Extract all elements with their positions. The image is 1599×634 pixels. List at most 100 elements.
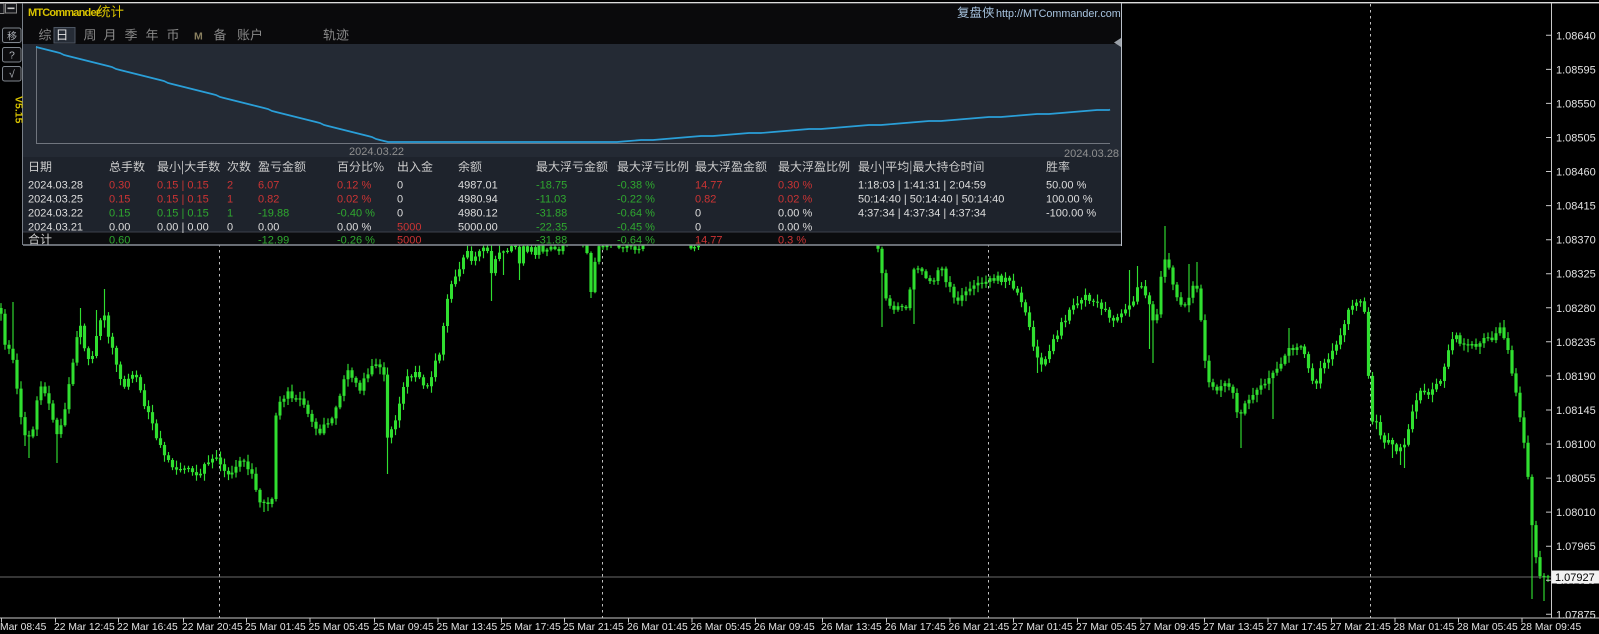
svg-text:0.00: 0.00: [258, 222, 279, 234]
svg-text:26 Mar 17:45: 26 Mar 17:45: [885, 622, 946, 633]
svg-text:4:37:34 | 4:37:34 | 4:37:34: 4:37:34 | 4:37:34 | 4:37:34: [858, 208, 986, 220]
svg-text:27 Mar 21:45: 27 Mar 21:45: [1330, 622, 1391, 633]
svg-text:1.08460: 1.08460: [1556, 167, 1596, 179]
svg-text:0.00 %: 0.00 %: [778, 208, 812, 220]
svg-text:0.00 %: 0.00 %: [337, 222, 371, 234]
svg-text:0.12 %: 0.12 %: [337, 180, 371, 192]
svg-text:2024.03.28: 2024.03.28: [1064, 148, 1119, 160]
svg-text:5000: 5000: [397, 222, 421, 234]
svg-text:0.00: 0.00: [109, 222, 130, 234]
svg-text:28 Mar 01:45: 28 Mar 01:45: [1394, 622, 1455, 633]
svg-text:4987.01: 4987.01: [458, 180, 498, 192]
svg-text:V5.15: V5.15: [13, 96, 25, 124]
svg-text:√: √: [9, 69, 15, 81]
svg-text:M: M: [194, 31, 203, 43]
svg-text:2024.03.21: 2024.03.21: [28, 222, 83, 234]
svg-text:-0.64 %: -0.64 %: [617, 235, 655, 247]
svg-text:1:18:03 | 1:41:31 | 2:04:59: 1:18:03 | 1:41:31 | 2:04:59: [858, 180, 986, 192]
svg-text:22 Mar 16:45: 22 Mar 16:45: [117, 622, 178, 633]
svg-text:1.08055: 1.08055: [1556, 473, 1596, 485]
svg-text:-22.35: -22.35: [536, 222, 567, 234]
svg-text:1.08640: 1.08640: [1556, 30, 1596, 42]
svg-text:0: 0: [695, 208, 701, 220]
svg-text:26 Mar 21:45: 26 Mar 21:45: [949, 622, 1010, 633]
svg-text:25 Mar 21:45: 25 Mar 21:45: [563, 622, 624, 633]
svg-text:-0.64 %: -0.64 %: [617, 208, 655, 220]
svg-text:25 Mar 05:45: 25 Mar 05:45: [309, 622, 370, 633]
svg-text:1.08325: 1.08325: [1556, 269, 1596, 281]
svg-text:0.02 %: 0.02 %: [778, 194, 812, 206]
svg-text:2024.03.22: 2024.03.22: [28, 208, 83, 220]
svg-text:Mar 08:45: Mar 08:45: [0, 622, 47, 633]
svg-text:0.30 %: 0.30 %: [778, 180, 812, 192]
svg-text:1.08100: 1.08100: [1556, 439, 1596, 451]
svg-text:0: 0: [695, 222, 701, 234]
svg-text:1.07965: 1.07965: [1556, 541, 1596, 553]
svg-text:0.15 | 0.15: 0.15 | 0.15: [157, 194, 209, 206]
svg-text:-0.22 %: -0.22 %: [617, 194, 655, 206]
svg-text:25 Mar 01:45: 25 Mar 01:45: [245, 622, 306, 633]
svg-text:5000.00: 5000.00: [458, 222, 498, 234]
svg-text:1.08190: 1.08190: [1556, 371, 1596, 383]
svg-text:22 Mar 20:45: 22 Mar 20:45: [182, 622, 243, 633]
svg-text:27 Mar 09:45: 27 Mar 09:45: [1140, 622, 1201, 633]
svg-text:1.08280: 1.08280: [1556, 303, 1596, 315]
svg-text:0.60: 0.60: [109, 235, 130, 247]
svg-text:27 Mar 17:45: 27 Mar 17:45: [1267, 622, 1328, 633]
svg-text:2024.03.22: 2024.03.22: [349, 146, 404, 158]
svg-text:0.15: 0.15: [109, 208, 130, 220]
svg-text:-19.88: -19.88: [258, 208, 289, 220]
svg-text:2024.03.25: 2024.03.25: [28, 194, 83, 206]
svg-text:1: 1: [227, 194, 233, 206]
svg-text:-100.00 %: -100.00 %: [1046, 208, 1096, 220]
svg-text:1.08370: 1.08370: [1556, 235, 1596, 247]
svg-text:100.00 %: 100.00 %: [1046, 194, 1093, 206]
svg-text:26 Mar 05:45: 26 Mar 05:45: [691, 622, 752, 633]
svg-text:26 Mar 13:45: 26 Mar 13:45: [821, 622, 882, 633]
svg-text:0.3 %: 0.3 %: [778, 235, 806, 247]
svg-text:28 Mar 05:45: 28 Mar 05:45: [1457, 622, 1518, 633]
svg-text:-0.40 %: -0.40 %: [337, 208, 375, 220]
svg-text:0: 0: [397, 180, 403, 192]
svg-text:50:14:40 | 50:14:40 | 50:14:40: 50:14:40 | 50:14:40 | 50:14:40: [858, 194, 1004, 206]
svg-text:-0.38 %: -0.38 %: [617, 180, 655, 192]
svg-text:27 Mar 05:45: 27 Mar 05:45: [1076, 622, 1137, 633]
svg-text:-31.88: -31.88: [536, 235, 567, 247]
svg-text:25 Mar 17:45: 25 Mar 17:45: [500, 622, 561, 633]
svg-text:0.15 | 0.15: 0.15 | 0.15: [157, 208, 209, 220]
svg-text:5000: 5000: [397, 235, 421, 247]
svg-text:6.07: 6.07: [258, 180, 279, 192]
svg-text:1.08010: 1.08010: [1556, 507, 1596, 519]
svg-text:25 Mar 13:45: 25 Mar 13:45: [437, 622, 498, 633]
svg-text:14.77: 14.77: [695, 235, 723, 247]
svg-text:-0.45 %: -0.45 %: [617, 222, 655, 234]
svg-text:14.77: 14.77: [695, 180, 723, 192]
svg-text:26 Mar 01:45: 26 Mar 01:45: [627, 622, 688, 633]
svg-text:-31.88: -31.88: [536, 208, 567, 220]
svg-text:-0.26 %: -0.26 %: [337, 235, 375, 247]
svg-text:?: ?: [9, 50, 15, 62]
svg-text:1.08415: 1.08415: [1556, 201, 1596, 213]
svg-text:26 Mar 09:45: 26 Mar 09:45: [754, 622, 815, 633]
svg-text:0.82: 0.82: [695, 194, 716, 206]
svg-text:50.00 %: 50.00 %: [1046, 180, 1087, 192]
svg-text:2024.03.28: 2024.03.28: [28, 180, 83, 192]
svg-text:0: 0: [227, 222, 233, 234]
svg-text:1.08550: 1.08550: [1556, 98, 1596, 110]
svg-text:-11.03: -11.03: [536, 194, 566, 206]
svg-text:1.08595: 1.08595: [1556, 64, 1596, 76]
svg-text:28 Mar 09:45: 28 Mar 09:45: [1521, 622, 1582, 633]
svg-text:0.00 | 0.00: 0.00 | 0.00: [157, 222, 209, 234]
svg-text:http://MTCommander.com: http://MTCommander.com: [996, 8, 1121, 20]
svg-text:1.07927: 1.07927: [1555, 572, 1595, 584]
svg-text:0.02 %: 0.02 %: [337, 194, 371, 206]
svg-text:1: 1: [227, 208, 233, 220]
svg-text:27 Mar 13:45: 27 Mar 13:45: [1203, 622, 1264, 633]
svg-text:1.07875: 1.07875: [1556, 609, 1596, 621]
svg-text:1.08145: 1.08145: [1556, 405, 1596, 417]
svg-text:22 Mar 12:45: 22 Mar 12:45: [54, 622, 115, 633]
svg-text:0.15 | 0.15: 0.15 | 0.15: [157, 180, 209, 192]
svg-text:0.30: 0.30: [109, 180, 130, 192]
svg-text:-12.99: -12.99: [258, 235, 289, 247]
svg-text:4980.94: 4980.94: [458, 194, 498, 206]
